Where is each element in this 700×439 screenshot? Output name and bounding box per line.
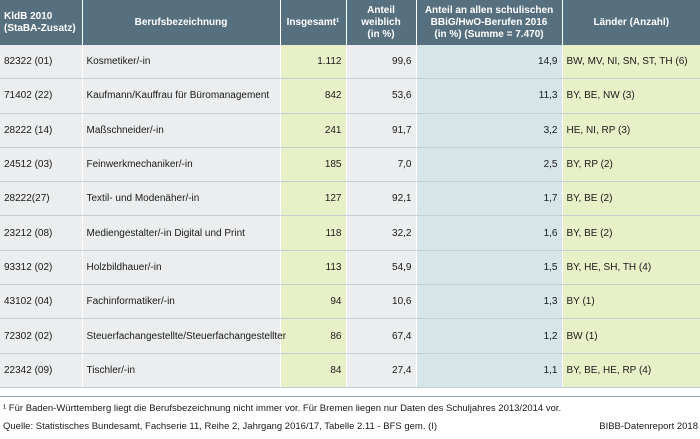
cell-beruf: Fachinformatiker/-in <box>82 284 281 320</box>
footnote: ¹ Für Baden-Württemberg liegt die Berufs… <box>3 403 562 414</box>
table-row: 43102 (04) Fachinformatiker/-in 94 10,6 1,3 B… <box>0 284 700 320</box>
cell-anteil-share: 1,1 <box>416 353 563 388</box>
cell-laender: BY, BE (2) <box>562 215 700 251</box>
cell-kldb: 28222(27) <box>0 181 83 217</box>
table-row: 24512 (03) Feinwerkmechaniker/-in 185 7,0 2,… <box>0 147 700 183</box>
cell-laender: BY, BE (2) <box>562 181 700 217</box>
header-beruf: Berufsbezeichnung <box>82 0 281 45</box>
cell-beruf: Mediengestalter/-in Digital und Print <box>82 215 281 251</box>
cell-kldb: 24512 (03) <box>0 147 83 183</box>
cell-insgesamt: 94 <box>280 284 347 320</box>
header-anteil-line2: weiblich <box>361 16 401 28</box>
header-share: Anteil an allen schulischen BBiG/HwO-Ber… <box>416 0 563 45</box>
cell-anteil-weiblich: 54,9 <box>346 250 417 286</box>
footer-divider <box>0 396 700 397</box>
cell-laender: BW (1) <box>562 318 700 354</box>
cell-insgesamt: 127 <box>280 181 347 217</box>
cell-insgesamt: 84 <box>280 353 347 388</box>
cell-kldb: 93312 (02) <box>0 250 83 286</box>
cell-anteil-share: 3,2 <box>416 113 563 148</box>
header-anteil-line1: Anteil <box>367 4 395 16</box>
header-share-line2: BBiG/HwO-Berufen 2016 <box>430 16 548 28</box>
cell-laender: BY, BE, NW (3) <box>562 78 700 114</box>
source-note: Quelle: Statistisches Bundesamt, Fachser… <box>3 421 438 432</box>
header-anteil-line3: (in %) <box>367 28 395 40</box>
cell-anteil-weiblich: 32,2 <box>346 215 417 251</box>
table-header-row: KldB 2010 (StaBA-Zusatz) Berufsbezeichnu… <box>0 0 700 45</box>
cell-laender: BY, HE, SH, TH (4) <box>562 250 700 286</box>
cell-kldb: 23212 (08) <box>0 215 83 251</box>
cell-kldb: 28222 (14) <box>0 113 83 148</box>
cell-beruf: Steuerfachangestellte/Steuerfachangestel… <box>82 318 286 354</box>
cell-anteil-share: 1,6 <box>416 215 563 251</box>
cell-laender: BY, BE, HE, RP (4) <box>562 353 700 388</box>
cell-kldb: 72302 (02) <box>0 318 83 354</box>
table-row: 22342 (09) Tischler/-in 84 27,4 1,1 BY, BE, H… <box>0 353 700 388</box>
cell-laender: BW, MV, NI, SN, ST, TH (6) <box>562 45 700 80</box>
cell-beruf: Feinwerkmechaniker/-in <box>82 147 281 183</box>
table-row: 28222 (14) Maßschneider/-in 241 91,7 3,2 HE, … <box>0 113 700 148</box>
header-laender: Länder (Anzahl) <box>562 0 700 45</box>
header-share-line1: Anteil an allen schulischen <box>424 4 554 16</box>
cell-kldb: 43102 (04) <box>0 284 83 320</box>
header-anteil: Anteil weiblich (in %) <box>346 0 417 45</box>
header-share-line3: (in %) (Summe = 7.470) <box>434 28 544 40</box>
cell-anteil-weiblich: 91,7 <box>346 113 417 148</box>
cell-kldb: 22342 (09) <box>0 353 83 388</box>
cell-anteil-share: 2,5 <box>416 147 563 183</box>
cell-laender: BY, RP (2) <box>562 147 700 183</box>
header-kldb: KldB 2010 (StaBA-Zusatz) <box>0 0 83 45</box>
cell-anteil-share: 1,2 <box>416 318 563 354</box>
cell-beruf: Holzbildhauer/-in <box>82 250 281 286</box>
cell-anteil-share: 1,3 <box>416 284 563 320</box>
table-row: 23212 (08) Mediengestalter/-in Digital un… <box>0 215 700 251</box>
cell-beruf: Kaufmann/Kauffrau für Büromanagement <box>82 78 281 114</box>
cell-insgesamt: 842 <box>280 78 347 114</box>
cell-insgesamt: 86 <box>280 318 347 354</box>
cell-anteil-weiblich: 10,6 <box>346 284 417 320</box>
cell-anteil-share: 1,5 <box>416 250 563 286</box>
cell-anteil-weiblich: 92,1 <box>346 181 417 217</box>
cell-anteil-weiblich: 7,0 <box>346 147 417 183</box>
cell-anteil-share: 1,7 <box>416 181 563 217</box>
header-kldb-line1: KldB 2010 <box>4 10 53 22</box>
cell-beruf: Textil- und Modenäher/-in <box>82 181 281 217</box>
cell-beruf: Kosmetiker/-in <box>82 45 281 80</box>
berufe-table: KldB 2010 (StaBA-Zusatz) Berufsbezeichnu… <box>0 0 700 388</box>
cell-insgesamt: 241 <box>280 113 347 148</box>
table-row: 82322 (01) Kosmetiker/-in 1.112 99,6 14,9 BW,… <box>0 45 700 80</box>
cell-anteil-weiblich: 53,6 <box>346 78 417 114</box>
publisher-label: BIBB-Datenreport 2018 <box>599 421 698 432</box>
cell-insgesamt: 113 <box>280 250 347 286</box>
header-kldb-line2: (StaBA-Zusatz) <box>4 22 76 34</box>
cell-insgesamt: 185 <box>280 147 347 183</box>
table-body: 82322 (01) Kosmetiker/-in 1.112 99,6 14,9 BW,… <box>0 45 700 388</box>
cell-anteil-share: 14,9 <box>416 45 563 80</box>
cell-laender: BY (1) <box>562 284 700 320</box>
cell-kldb: 71402 (22) <box>0 78 83 114</box>
cell-laender: HE, NI, RP (3) <box>562 113 700 148</box>
cell-insgesamt: 118 <box>280 215 347 251</box>
header-insgesamt: Insgesamt¹ <box>280 0 347 45</box>
cell-anteil-weiblich: 27,4 <box>346 353 417 388</box>
cell-anteil-weiblich: 67,4 <box>346 318 417 354</box>
cell-kldb: 82322 (01) <box>0 45 83 80</box>
table-row: 72302 (02) Steuerfachangestellte/Steuerfa… <box>0 318 700 354</box>
cell-anteil-share: 11,3 <box>416 78 563 114</box>
cell-beruf: Maßschneider/-in <box>82 113 281 148</box>
cell-insgesamt: 1.112 <box>280 45 347 80</box>
cell-anteil-weiblich: 99,6 <box>346 45 417 80</box>
table-row: 28222(27) Textil- und Modenäher/-in 127 92,… <box>0 181 700 217</box>
table-row: 71402 (22) Kaufmann/Kauffrau für Büromana… <box>0 78 700 114</box>
cell-beruf: Tischler/-in <box>82 353 281 388</box>
table-row: 93312 (02) Holzbildhauer/-in 113 54,9 1,5 BY,… <box>0 250 700 286</box>
